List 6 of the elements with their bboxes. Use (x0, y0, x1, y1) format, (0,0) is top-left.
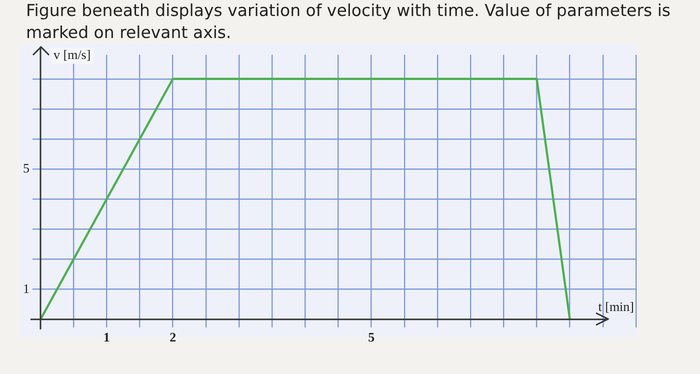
x-axis-title: t [min] (598, 298, 634, 314)
x-tick-label: 2 (170, 330, 176, 345)
chart-title: Figure beneath displays variation of velocity with time. Value of parameters is marked on relevant axis. (26, 0, 672, 44)
x-tick-label: 5 (368, 330, 376, 345)
x-tick-label: 1 (103, 330, 110, 345)
y-axis-title: v [m/s] (54, 47, 91, 62)
